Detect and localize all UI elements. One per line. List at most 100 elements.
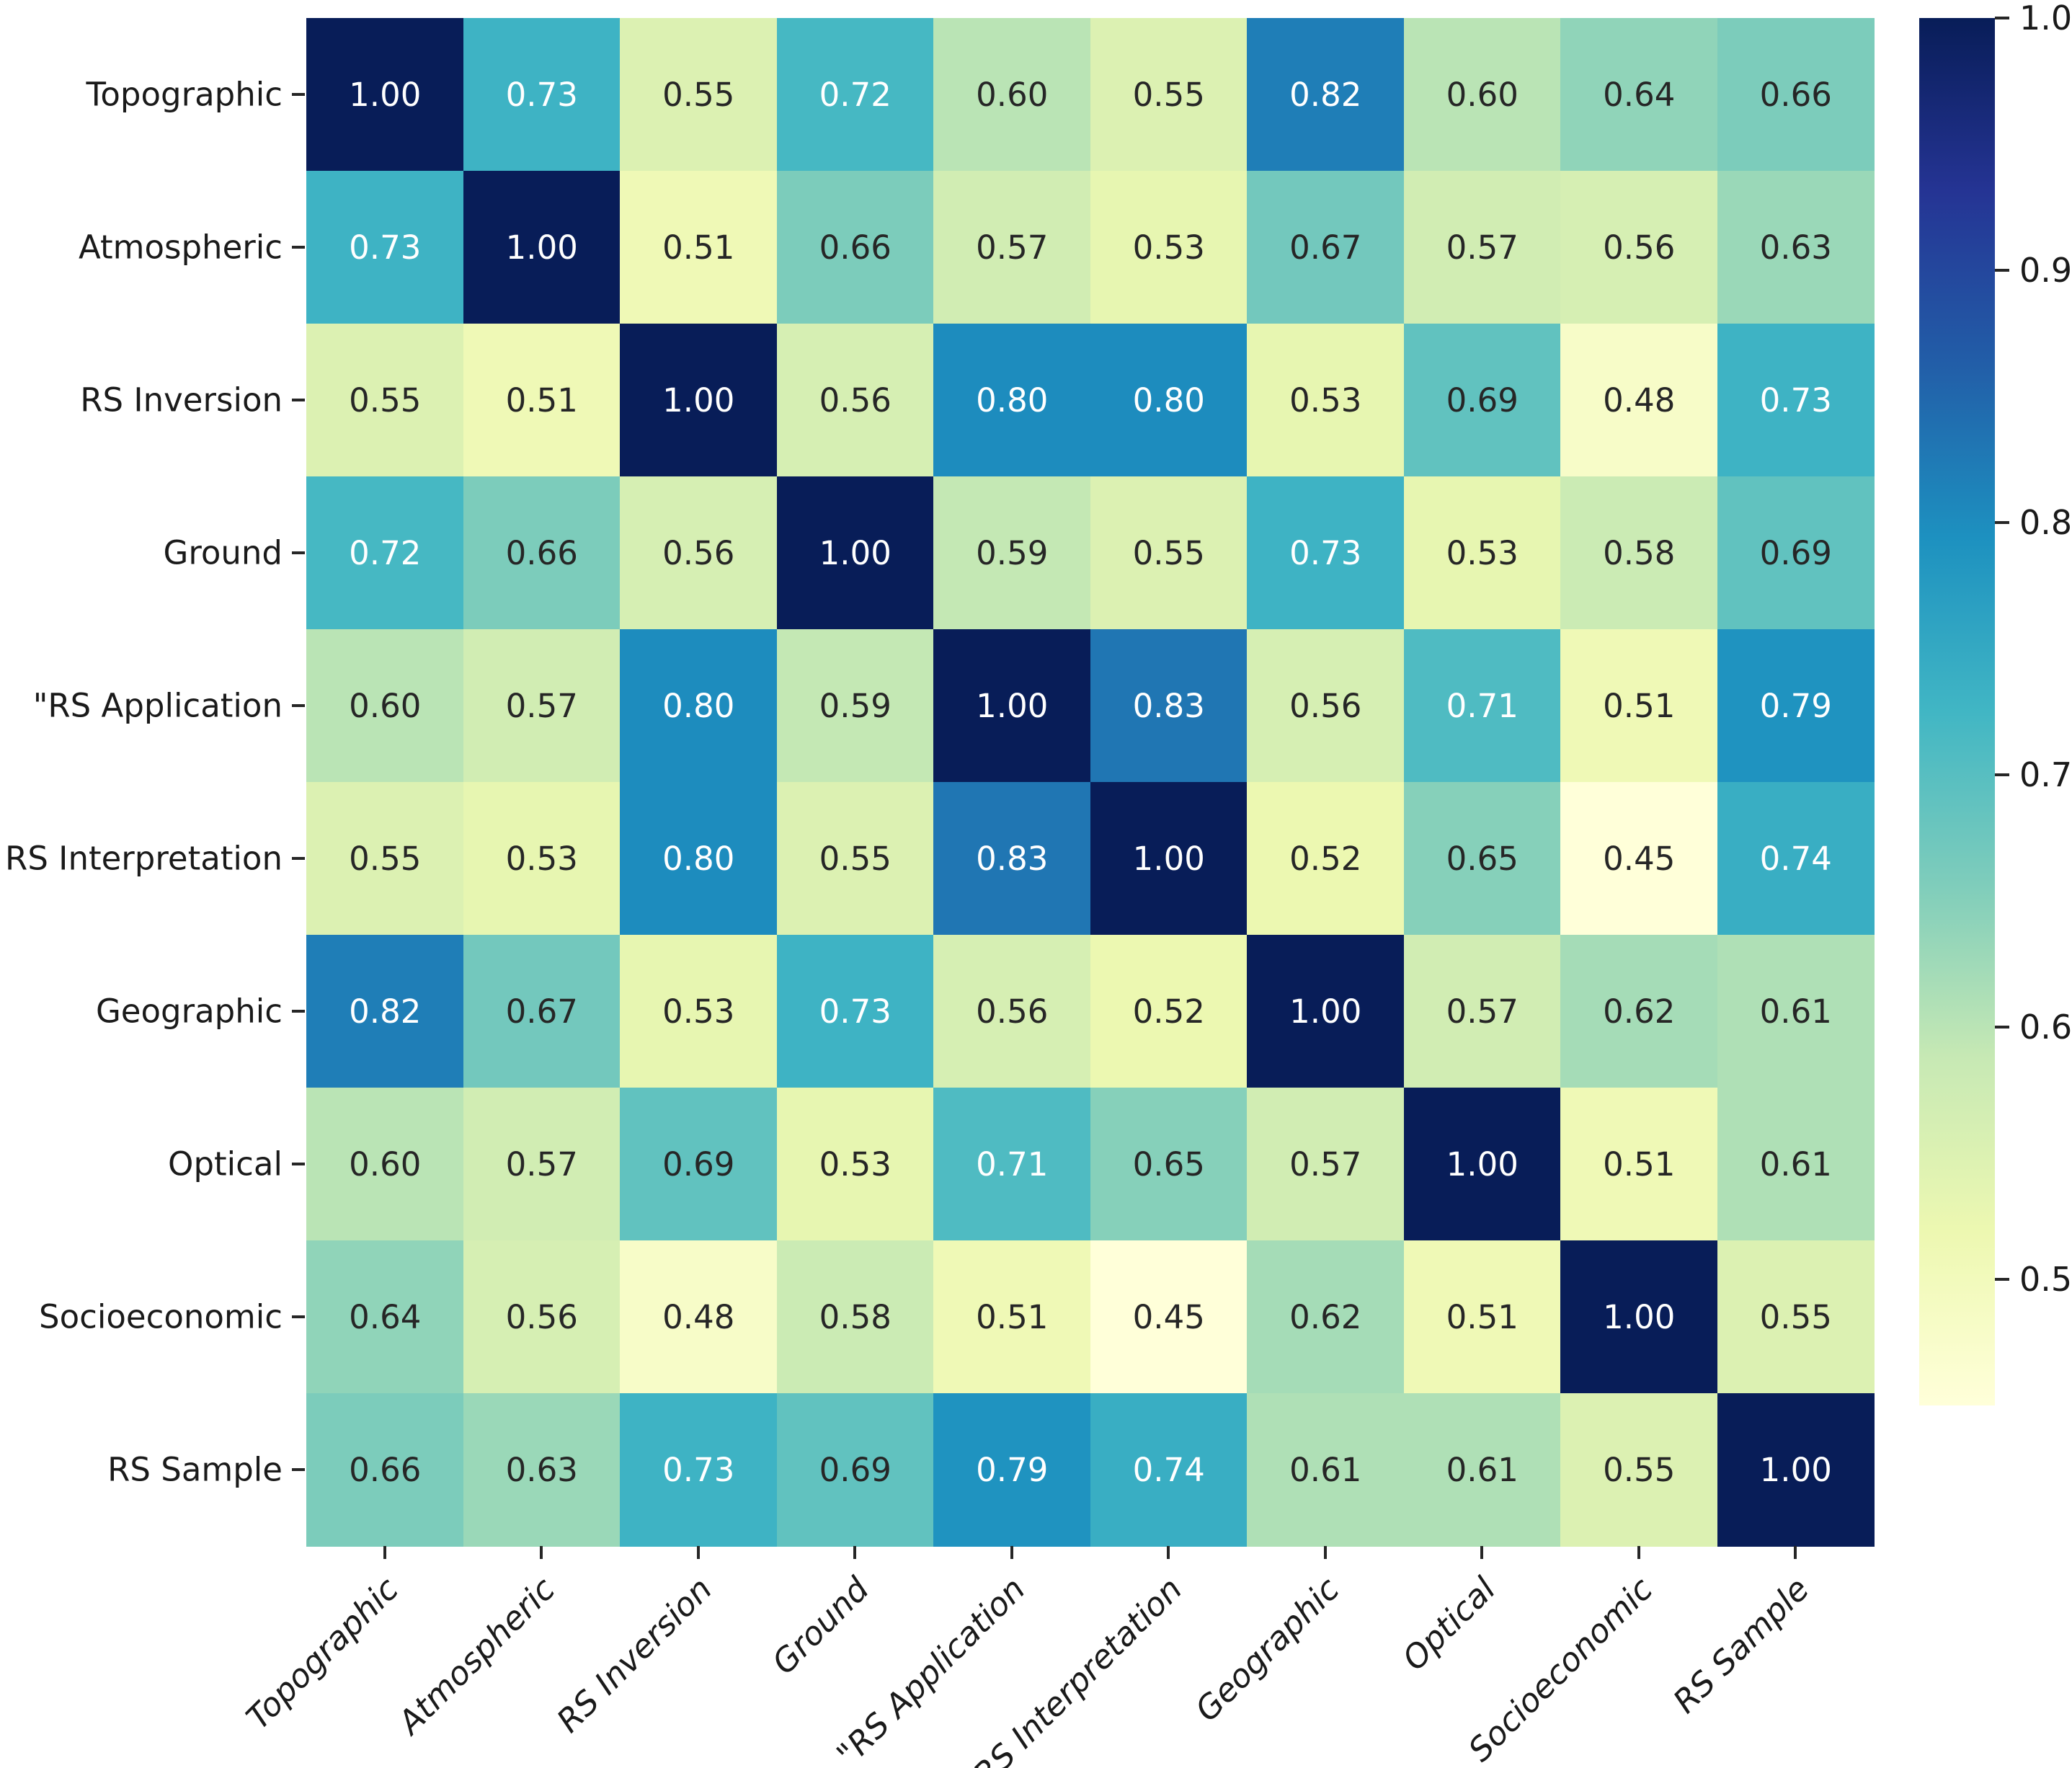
heatmap-cell: 0.59 — [776, 629, 934, 783]
cell-value: 0.80 — [1132, 381, 1205, 419]
cell-value: 0.73 — [662, 1451, 735, 1489]
cell-value: 0.64 — [1603, 76, 1676, 114]
colorbar-tick-label: 0.6 — [2019, 1008, 2072, 1047]
cell-value: 1.00 — [349, 76, 422, 114]
cell-value: 0.72 — [349, 534, 422, 572]
heatmap-cell: 0.55 — [306, 324, 464, 477]
cell-value: 0.51 — [1603, 1145, 1676, 1183]
cell-value: 0.63 — [505, 1451, 578, 1489]
cell-value: 0.53 — [1446, 534, 1519, 572]
heatmap-cell: 0.52 — [1247, 782, 1405, 936]
cell-value: 0.58 — [819, 1298, 892, 1336]
x-tick-label: Ground — [764, 1570, 876, 1682]
heatmap-cell: 0.80 — [1090, 324, 1248, 477]
heatmap-cell: 0.67 — [463, 935, 621, 1088]
y-tick-mark — [292, 1163, 305, 1165]
cell-value: 1.00 — [1289, 992, 1362, 1031]
cell-value: 0.62 — [1289, 1298, 1362, 1336]
heatmap-cell: 0.51 — [620, 171, 778, 324]
cell-value: 0.67 — [1289, 228, 1362, 267]
heatmap-cell: 1.00 — [1090, 782, 1248, 936]
x-tick-mark — [1010, 1546, 1013, 1559]
heatmap-cell: 0.83 — [933, 782, 1091, 936]
cell-value: 0.83 — [976, 840, 1049, 878]
cell-value: 0.79 — [976, 1451, 1049, 1489]
heatmap-cell: 0.64 — [306, 1240, 464, 1394]
x-tick-label: Geographic — [1187, 1570, 1347, 1729]
heatmap-cell: 0.45 — [1090, 1240, 1248, 1394]
cell-value: 0.57 — [1289, 1145, 1362, 1183]
y-tick-mark — [292, 857, 305, 860]
y-tick-label: Ground — [163, 533, 283, 572]
cell-value: 0.73 — [1759, 381, 1832, 419]
cell-value: 0.48 — [1603, 381, 1676, 419]
heatmap-cell: 0.55 — [1717, 1240, 1875, 1394]
heatmap-cell: 0.55 — [1090, 18, 1248, 172]
heatmap-cell: 0.59 — [933, 476, 1091, 630]
heatmap-cell: 0.73 — [776, 935, 934, 1088]
cell-value: 1.00 — [662, 381, 735, 419]
x-tick-mark — [696, 1546, 700, 1559]
cell-value: 0.67 — [505, 992, 578, 1031]
x-tick-label: RS Sample — [1666, 1570, 1817, 1721]
cell-value: 0.73 — [819, 992, 892, 1031]
heatmap-cell: 0.55 — [776, 782, 934, 936]
cell-value: 0.74 — [1759, 840, 1832, 878]
y-tick-label: Optical — [168, 1145, 283, 1183]
cell-value: 0.55 — [1132, 76, 1205, 114]
heatmap-cell: 1.00 — [306, 18, 464, 172]
cell-value: 1.00 — [1446, 1145, 1519, 1183]
cell-value: 1.00 — [1603, 1298, 1676, 1336]
x-tick-mark — [853, 1546, 857, 1559]
heatmap-cell: 0.69 — [776, 1393, 934, 1547]
cell-value: 0.57 — [505, 1145, 578, 1183]
heatmap-cell: 0.61 — [1717, 935, 1875, 1088]
heatmap-cell: 0.55 — [306, 782, 464, 936]
cell-value: 0.60 — [976, 76, 1049, 114]
cell-value: 0.53 — [505, 840, 578, 878]
colorbar-tick-mark — [1995, 773, 2009, 776]
cell-value: 0.72 — [819, 76, 892, 114]
heatmap-cell: 0.67 — [1247, 171, 1405, 324]
cell-value: 0.57 — [976, 228, 1049, 267]
heatmap-cell: 0.73 — [620, 1393, 778, 1547]
x-tick-label: Topographic — [239, 1570, 406, 1737]
cell-value: 0.61 — [1446, 1451, 1519, 1489]
y-tick-label: RS Interpretation — [5, 839, 283, 878]
cell-value: 0.61 — [1289, 1451, 1362, 1489]
heatmap-cell: 0.79 — [933, 1393, 1091, 1547]
heatmap-cell: 0.53 — [1090, 171, 1248, 324]
cell-value: 0.63 — [1759, 228, 1832, 267]
heatmap-cell: 0.62 — [1247, 1240, 1405, 1394]
cell-value: 0.51 — [662, 228, 735, 267]
y-tick-label: RS Sample — [107, 1450, 283, 1489]
heatmap-cell: 0.56 — [463, 1240, 621, 1394]
heatmap-cell: 0.53 — [776, 1088, 934, 1241]
cell-value: 0.51 — [1603, 687, 1676, 725]
heatmap-cell: 0.69 — [620, 1088, 778, 1241]
cell-value: 0.57 — [1446, 992, 1519, 1031]
cell-value: 0.65 — [1132, 1145, 1205, 1183]
x-tick-mark — [1167, 1546, 1170, 1559]
colorbar-tick-label: 0.8 — [2019, 503, 2072, 542]
heatmap-cell: 0.53 — [1247, 324, 1405, 477]
cell-value: 0.64 — [349, 1298, 422, 1336]
cell-value: 0.73 — [349, 228, 422, 267]
cell-value: 0.56 — [976, 992, 1049, 1031]
cell-value: 0.60 — [349, 1145, 422, 1183]
heatmap-cell: 0.56 — [620, 476, 778, 630]
cell-value: 0.56 — [662, 534, 735, 572]
heatmap-cell: 0.71 — [933, 1088, 1091, 1241]
y-tick-mark — [292, 704, 305, 707]
cell-value: 0.82 — [1289, 76, 1362, 114]
heatmap-cell: 0.80 — [620, 782, 778, 936]
colorbar-tick-mark — [1995, 269, 2009, 272]
cell-value: 0.74 — [1132, 1451, 1205, 1489]
heatmap-cell: 0.72 — [776, 18, 934, 172]
heatmap-cell: 0.69 — [1403, 324, 1561, 477]
cell-value: 1.00 — [976, 687, 1049, 725]
cell-value: 0.80 — [662, 687, 735, 725]
cell-value: 0.69 — [1759, 534, 1832, 572]
heatmap-cell: 0.60 — [933, 18, 1091, 172]
